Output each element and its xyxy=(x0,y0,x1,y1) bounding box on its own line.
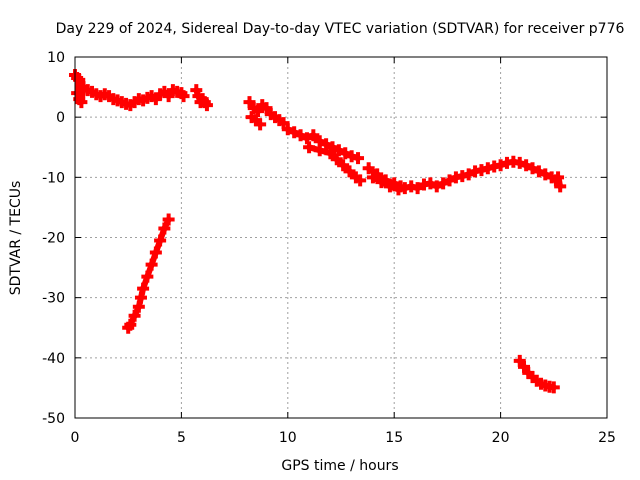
series-segment xyxy=(391,180,404,190)
y-axis-label: SDTVAR / TECUs xyxy=(8,181,24,296)
grid-lines xyxy=(75,57,607,418)
y-tick-label: -50 xyxy=(42,411,65,427)
series-segment xyxy=(555,174,564,190)
y-tick-label: -40 xyxy=(42,351,65,367)
tick-labels: 0 5 10 15 20 25 -50 -40 -30 -20 -10 0 10 xyxy=(42,50,616,446)
series-segment xyxy=(252,117,264,128)
y-tick-label: -20 xyxy=(42,231,65,247)
x-tick-label: 20 xyxy=(492,430,510,446)
x-tick-label: 10 xyxy=(279,430,297,446)
series-segment xyxy=(546,383,557,391)
x-tick-label: 15 xyxy=(385,430,403,446)
x-axis-label: GPS time / hours xyxy=(281,458,398,474)
data-points xyxy=(69,69,567,394)
plot-frame xyxy=(74,56,608,419)
series-segment xyxy=(161,216,172,232)
x-tick-label: 25 xyxy=(598,430,616,446)
y-tick-label: 10 xyxy=(47,50,65,66)
series-segment xyxy=(178,90,187,100)
series-segment xyxy=(352,174,364,184)
y-tick-label: 0 xyxy=(56,110,65,126)
series-segment xyxy=(276,117,287,127)
x-tick-label: 0 xyxy=(71,430,80,446)
chart-title: Day 229 of 2024, Sidereal Day-to-day VTE… xyxy=(56,21,625,37)
x-tick-label: 5 xyxy=(177,430,186,446)
y-tick-label: -10 xyxy=(42,170,65,186)
series-segment xyxy=(201,99,210,109)
y-tick-label: -30 xyxy=(42,291,65,307)
series-segment xyxy=(348,153,362,162)
